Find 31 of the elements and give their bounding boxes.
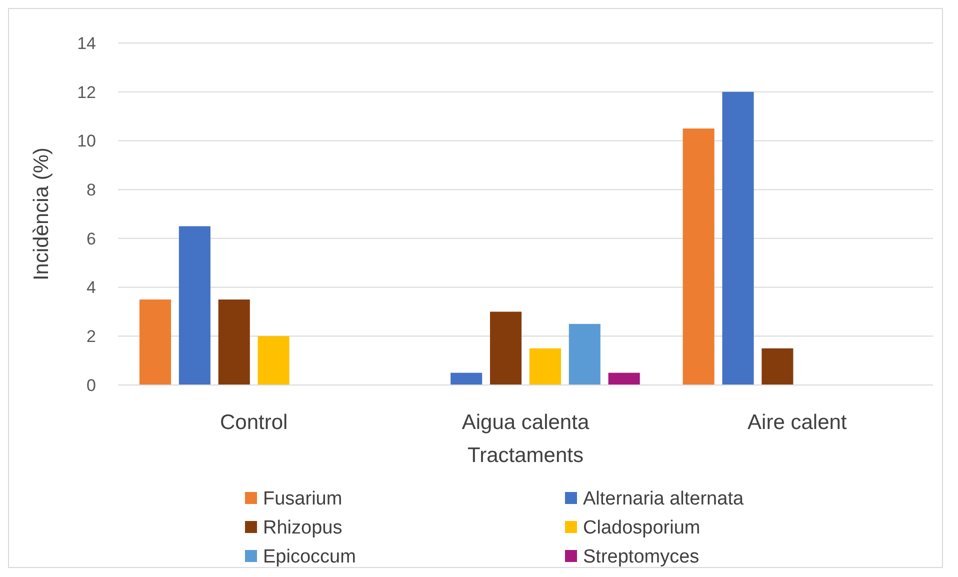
bar <box>490 312 522 385</box>
y-tick-label: 8 <box>86 180 96 200</box>
bar <box>568 324 600 385</box>
bar <box>178 226 210 385</box>
x-tick-label: Control <box>220 411 288 434</box>
legend-label: Rhizopus <box>263 518 342 539</box>
legend-label: Cladosporium <box>583 518 700 539</box>
y-axis-title: Incidència (%) <box>30 147 53 281</box>
bar <box>722 92 754 385</box>
y-tick-label: 4 <box>86 278 96 298</box>
legend-label: Fusarium <box>263 488 342 510</box>
x-tick-label: Aire calent <box>748 411 847 434</box>
y-tick-label: 12 <box>77 82 96 102</box>
y-tick-label: 0 <box>86 376 96 395</box>
bar <box>139 300 172 385</box>
y-tick-label: 6 <box>86 229 96 248</box>
legend-label: Epicoccum <box>263 546 356 568</box>
x-tick-label: Aigua calenta <box>462 411 590 434</box>
bar <box>450 372 482 385</box>
bar <box>608 372 640 385</box>
legend-label: Streptomyces <box>583 546 700 568</box>
bar <box>762 348 794 385</box>
bar <box>529 348 561 385</box>
bar <box>218 300 250 385</box>
legend-label: Alternaria alternata <box>583 488 744 510</box>
x-axis-title: Tractaments <box>468 444 584 467</box>
bar <box>258 336 290 385</box>
y-tick-label: 2 <box>86 327 96 346</box>
y-tick-label: 14 <box>77 34 96 53</box>
bar <box>682 128 714 385</box>
y-tick-label: 10 <box>77 132 96 151</box>
